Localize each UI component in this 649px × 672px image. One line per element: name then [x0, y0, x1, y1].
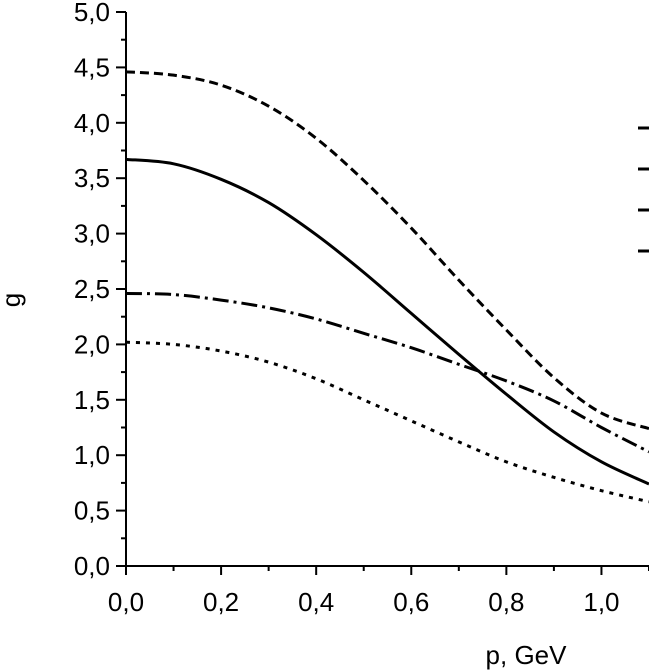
y-tick-label: 1,5 — [74, 385, 110, 415]
y-tick-label: 2,5 — [74, 274, 110, 304]
y-tick-label: 2,0 — [74, 329, 110, 359]
series-line-2 — [125, 157, 649, 486]
y-tick-label: 0,0 — [74, 551, 110, 581]
x-tick-label: 0,4 — [298, 587, 334, 617]
y-tick-label: 4,5 — [74, 52, 110, 82]
y-tick-label: 0,5 — [74, 496, 110, 526]
y-tick-label: 5,0 — [74, 0, 110, 27]
x-tick-label: 0,8 — [488, 587, 524, 617]
series-line-1 — [125, 70, 649, 431]
y-tick-label: 1,0 — [74, 440, 110, 470]
y-axis-label: g — [0, 293, 26, 307]
x-tick-label: 0,0 — [108, 587, 144, 617]
y-ticks: 0,0 0,5 1,0 1,5 2,0 2,5 3,0 3,5 4,0 4,5 5,0 — [74, 0, 126, 581]
x-ticks: 0,0 0,2 0,4 0,6 0,8 1,0 — [108, 566, 649, 617]
y-tick-label: 3,0 — [74, 219, 110, 249]
series-line-4 — [125, 340, 649, 504]
x-tick-label: 0,2 — [203, 587, 239, 617]
curves — [125, 70, 649, 504]
x-axis-label: p, GeV — [486, 640, 568, 670]
y-tick-label: 3,5 — [74, 163, 110, 193]
legend — [638, 126, 649, 253]
y-tick-label: 4,0 — [74, 108, 110, 138]
series-line-3 — [125, 291, 649, 454]
x-tick-label: 1,0 — [583, 587, 619, 617]
x-tick-label: 0,6 — [393, 587, 429, 617]
